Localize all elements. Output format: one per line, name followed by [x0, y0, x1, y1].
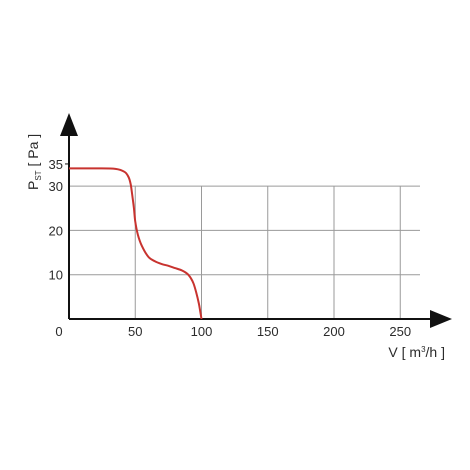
y-tick-label-35: 35 [49, 157, 63, 172]
y-tick-label-20: 20 [49, 223, 63, 238]
x-tick-label-200: 200 [323, 324, 345, 339]
series-line-0 [68, 167, 203, 320]
x-tick-label-250: 250 [389, 324, 411, 339]
x-tick-label-150: 150 [257, 324, 279, 339]
y-axis-label: PST [ Pa ] [25, 134, 43, 190]
x-axis-label: V [ m3/h ] [388, 344, 445, 360]
y-tick-label-10: 10 [49, 268, 63, 283]
x-tick-label-0: 0 [55, 324, 62, 339]
tick-labels: 0 50 100 150 200 250 10 20 30 35 [49, 157, 412, 339]
x-tick-label-50: 50 [128, 324, 142, 339]
series-group [68, 167, 203, 320]
y-tick-label-30: 30 [49, 179, 63, 194]
axes [60, 113, 452, 328]
x-axis-arrow [430, 310, 452, 328]
grid-lines [69, 185, 420, 319]
y-axis-arrow [60, 113, 78, 136]
x-tick-label-100: 100 [191, 324, 213, 339]
